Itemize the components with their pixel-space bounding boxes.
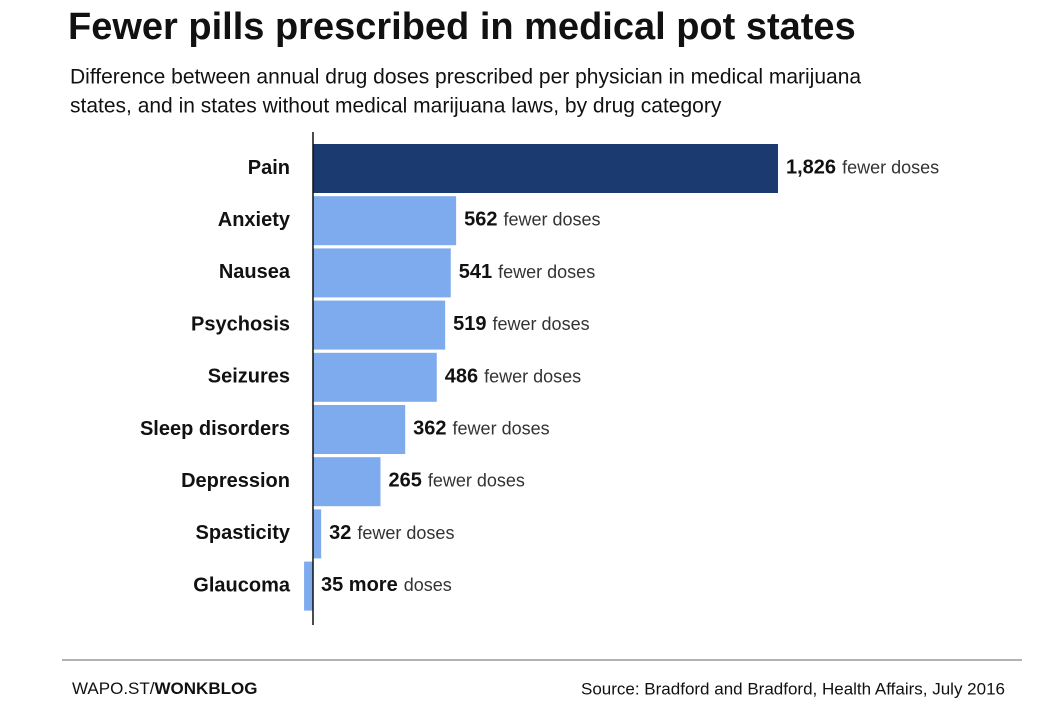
- subtitle: Difference between annual drug doses pre…: [70, 66, 861, 89]
- bar: [313, 248, 451, 298]
- value-number: 32: [329, 522, 351, 544]
- y-tick-label: Anxiety: [218, 209, 291, 231]
- bar: [313, 509, 322, 559]
- value-suffix: fewer doses: [428, 470, 525, 490]
- y-tick-label: Spasticity: [196, 522, 291, 544]
- value-suffix: fewer doses: [493, 314, 590, 334]
- footer-site: WAPO.ST/: [72, 679, 155, 698]
- value-suffix: fewer doses: [503, 209, 600, 229]
- value-number: 1,826: [786, 157, 836, 179]
- y-tick-label: Psychosis: [191, 313, 290, 335]
- value-label: 1,826 fewer doses: [786, 157, 939, 179]
- value-label: 32 fewer doses: [329, 522, 454, 544]
- value-suffix: doses: [404, 575, 452, 595]
- y-tick-label: Glaucoma: [193, 574, 291, 596]
- footer-credit: WAPO.ST/WONKBLOG: [72, 679, 257, 698]
- value-suffix: fewer doses: [842, 157, 939, 177]
- y-tick-label: Pain: [248, 157, 290, 179]
- bar: [313, 196, 457, 246]
- y-tick-label: Depression: [181, 470, 290, 492]
- footer-blog: WONKBLOG: [155, 679, 258, 698]
- bar: [313, 300, 446, 350]
- value-number: 486: [445, 366, 478, 388]
- value-suffix: fewer doses: [357, 523, 454, 543]
- value-number: 265: [388, 470, 421, 492]
- value-suffix: fewer doses: [484, 366, 581, 386]
- value-number: 362: [413, 418, 446, 440]
- value-suffix: fewer doses: [498, 262, 595, 282]
- bar: [313, 405, 406, 454]
- value-number: 562: [464, 209, 497, 231]
- bar: [313, 352, 437, 402]
- y-tick-label: Nausea: [219, 261, 291, 283]
- subtitle: states, and in states without medical ma…: [70, 95, 722, 118]
- bar: [313, 457, 381, 507]
- value-label: 562 fewer doses: [464, 209, 600, 231]
- value-number: 519: [453, 313, 486, 335]
- chart-title: Fewer pills prescribed in medical pot st…: [68, 6, 856, 48]
- y-tick-label: Seizures: [208, 366, 290, 388]
- value-label: 265 fewer doses: [388, 470, 524, 492]
- value-label: 362 fewer doses: [413, 418, 549, 440]
- value-label: 519 fewer doses: [453, 313, 589, 335]
- footer-source: Source: Bradford and Bradford, Health Af…: [581, 679, 1005, 698]
- value-label: 541 fewer doses: [459, 261, 595, 283]
- y-tick-label: Sleep disorders: [140, 418, 290, 440]
- value-suffix: fewer doses: [453, 418, 550, 438]
- bar: [313, 144, 778, 193]
- value-number: 35 more: [321, 574, 398, 596]
- value-label: 486 fewer doses: [445, 366, 581, 388]
- value-number: 541: [459, 261, 492, 283]
- bar: [304, 561, 313, 611]
- value-label: 35 more doses: [321, 574, 452, 596]
